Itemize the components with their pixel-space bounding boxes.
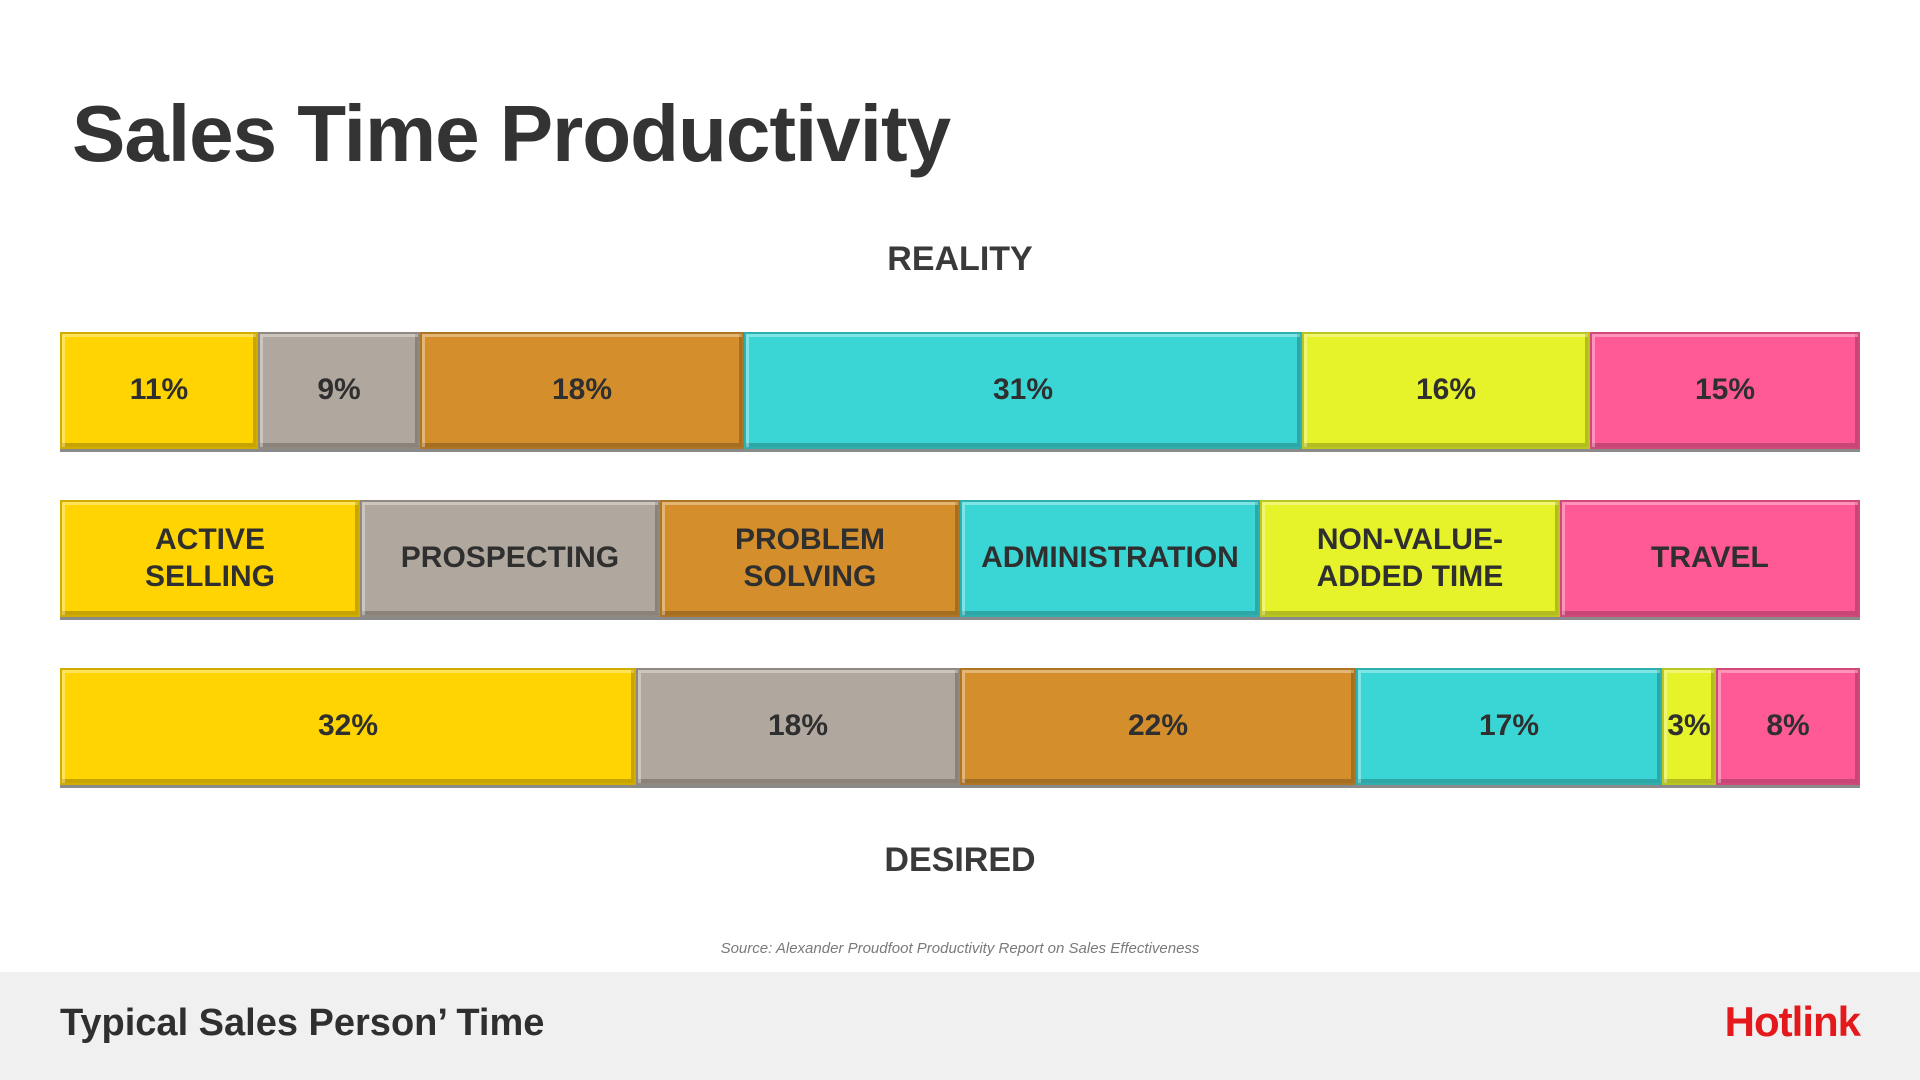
reality-data-label: 9%	[317, 373, 361, 407]
desired-segment-administration: 17%	[1356, 668, 1662, 785]
footer-title: Typical Sales Person’ Time	[60, 1002, 545, 1044]
reality-segment-administration: 31%	[744, 332, 1302, 449]
reality-data-label: 16%	[1415, 373, 1477, 407]
legend-item-non-value-added-time: NON-VALUE- ADDED TIME	[1259, 500, 1560, 617]
desired-data-label: 8%	[1766, 709, 1810, 743]
reality-data-label: 31%	[992, 373, 1054, 407]
reality-label: REALITY	[887, 240, 1033, 278]
desired-label: DESIRED	[884, 841, 1036, 879]
reality-segment-problem-solving: 18%	[420, 332, 744, 449]
legend-item-administration: ADMINISTRATION	[959, 500, 1260, 617]
desired-segment-travel: 8%	[1716, 668, 1860, 785]
reality-data-label: 15%	[1694, 373, 1756, 407]
legend-label: TRAVEL	[1651, 541, 1769, 575]
desired-segment-active-selling: 32%	[60, 668, 636, 785]
legend-item-prospecting: PROSPECTING	[359, 500, 660, 617]
reality-segment-active-selling: 11%	[60, 332, 258, 449]
desired-data-label: 22%	[1127, 709, 1189, 743]
desired-segment-non-value-added-time: 3%	[1662, 668, 1716, 785]
legend-label: NON-VALUE- ADDED TIME	[1316, 522, 1504, 593]
legend-label: PROBLEM SOLVING	[734, 522, 885, 593]
legend-item-active-selling: ACTIVE SELLING	[60, 500, 360, 617]
desired-data-label: 3%	[1667, 709, 1711, 743]
reality-data-label: 18%	[551, 373, 613, 407]
desired-data-label: 32%	[317, 709, 379, 743]
reality-segment-travel: 15%	[1590, 332, 1860, 449]
category-legend-bar: ACTIVE SELLING PROSPECTING PROBLEM SOLVING…	[60, 500, 1860, 620]
page-title: Sales Time Productivity	[72, 89, 951, 178]
reality-segment-prospecting: 9%	[258, 332, 420, 449]
desired-segment-problem-solving: 22%	[960, 668, 1356, 785]
legend-item-problem-solving: PROBLEM SOLVING	[659, 500, 960, 617]
brand-logo: Hotlink	[1724, 998, 1861, 1045]
desired-segment-prospecting: 18%	[636, 668, 960, 785]
reality-bar: 11% 9% 18% 31% 16% 15%	[60, 332, 1860, 452]
legend-item-travel: TRAVEL	[1559, 500, 1860, 617]
legend-label: ACTIVE SELLING	[144, 522, 275, 593]
legend-label: ADMINISTRATION	[981, 541, 1239, 575]
desired-data-label: 17%	[1478, 709, 1540, 743]
source-note: Source: Alexander Proudfoot Productivity…	[720, 940, 1200, 957]
desired-bar: 32% 18% 22% 17% 3% 8%	[60, 668, 1860, 788]
legend-label: PROSPECTING	[400, 541, 620, 575]
desired-data-label: 18%	[767, 709, 829, 743]
reality-data-label: 11%	[129, 373, 189, 407]
reality-segment-non-value-added-time: 16%	[1302, 332, 1590, 449]
footer-bar: Typical Sales Person’ Time Hotlink	[0, 972, 1920, 1080]
